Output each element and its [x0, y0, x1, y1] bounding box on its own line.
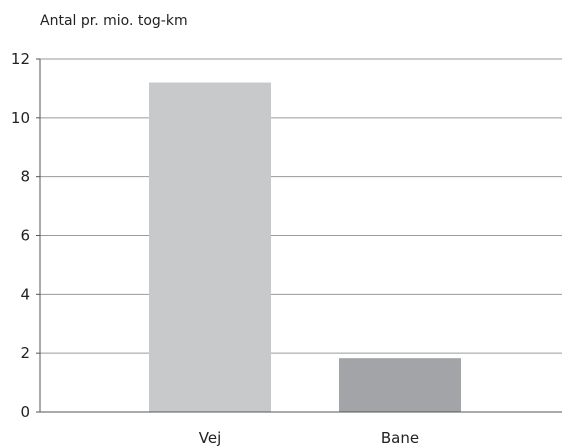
axes [36, 58, 562, 413]
y-tick-label: 8 [20, 168, 30, 186]
y-tick-label: 0 [20, 403, 30, 421]
x-tick-labels: Vej Bane [199, 429, 419, 447]
x-tick-label: Bane [381, 429, 419, 447]
y-tick-labels: 0 2 4 6 8 10 12 [11, 50, 30, 421]
bars [149, 82, 461, 413]
bar-bane [339, 358, 461, 412]
y-tick-label: 2 [20, 344, 30, 362]
y-axis-title: Antal pr. mio. tog-km [40, 13, 188, 29]
y-tick-label: 12 [11, 50, 30, 68]
y-tick-label: 6 [20, 227, 30, 245]
y-tick-label: 4 [20, 285, 30, 303]
y-tick-label: 10 [11, 109, 30, 127]
gridlines [40, 58, 562, 354]
bar-vej [149, 82, 271, 413]
x-tick-label: Vej [199, 429, 222, 447]
